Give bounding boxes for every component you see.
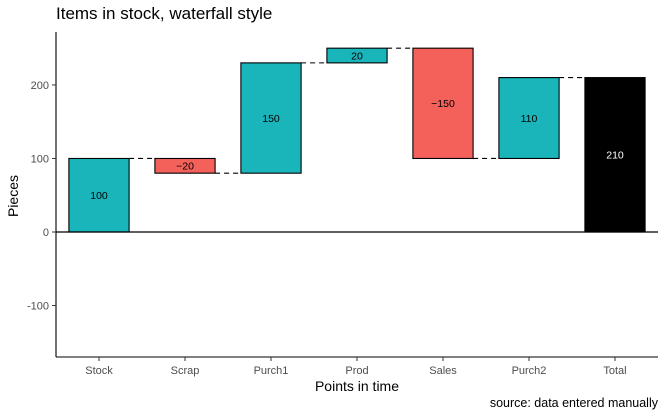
x-tick-label: Sales bbox=[429, 365, 457, 377]
bar-total bbox=[584, 77, 646, 233]
y-tick-label: 0 bbox=[43, 227, 49, 239]
bar-value-label: 20 bbox=[351, 50, 363, 62]
bar-value-label: 210 bbox=[606, 150, 624, 162]
bar-scrap bbox=[154, 157, 216, 174]
bar-purch1 bbox=[240, 62, 302, 174]
chart-title: Items in stock, waterfall style bbox=[56, 4, 273, 23]
bar-sales bbox=[412, 47, 474, 160]
x-tick-label: Prod bbox=[345, 365, 368, 377]
y-tick-label: 200 bbox=[31, 80, 49, 92]
bar-value-label: 150 bbox=[262, 113, 280, 125]
bar-value-label: 110 bbox=[521, 113, 538, 125]
x-tick-label: Total bbox=[603, 365, 626, 377]
bar-value-label: −150 bbox=[431, 98, 455, 110]
x-tick-label: Stock bbox=[85, 365, 113, 377]
bar-stock bbox=[68, 157, 130, 233]
y-tick-label: -100 bbox=[27, 301, 49, 313]
chart-caption: source: data entered manually bbox=[489, 396, 658, 410]
x-tick-label: Scrap bbox=[171, 365, 200, 377]
bar-value-label: 100 bbox=[90, 190, 108, 202]
x-axis-title: Points in time bbox=[315, 378, 399, 394]
bar-prod bbox=[326, 47, 388, 64]
y-tick-label: 100 bbox=[31, 153, 49, 165]
x-tick-label: Purch1 bbox=[254, 365, 289, 377]
x-tick-label: Purch2 bbox=[512, 365, 547, 377]
y-axis-title: Pieces bbox=[5, 175, 21, 217]
bar-value-label: −20 bbox=[176, 161, 194, 173]
bar-purch2 bbox=[498, 77, 560, 160]
